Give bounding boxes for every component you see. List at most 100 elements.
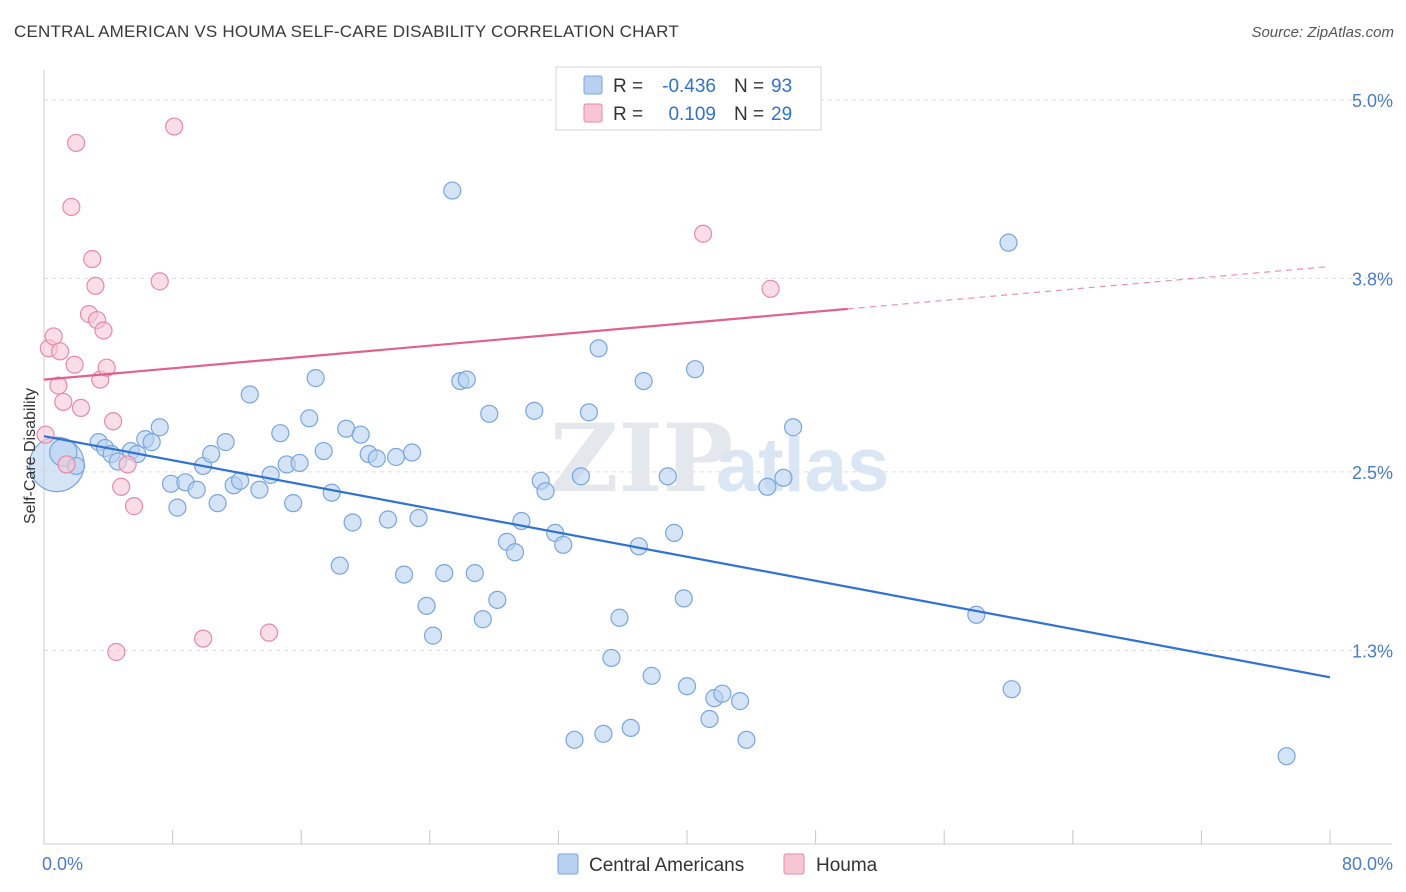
- houma-point: [97, 358, 116, 377]
- central-americans-point: [774, 468, 793, 487]
- houma-point: [49, 376, 68, 395]
- central-americans-point: [240, 385, 259, 404]
- central-americans-trendline: [43, 435, 1331, 679]
- central-americans-point: [330, 556, 349, 575]
- chart-title: CENTRAL AMERICAN VS HOUMA SELF-CARE DISA…: [14, 22, 679, 41]
- central-americans-point: [1277, 747, 1296, 766]
- houma-point: [36, 425, 55, 444]
- houma-point: [71, 398, 91, 417]
- houma-point: [83, 249, 102, 269]
- watermark: ZIP atlas: [550, 404, 889, 514]
- central-americans-point: [284, 494, 303, 513]
- houma-point: [62, 197, 81, 217]
- central-americans-point: [658, 467, 677, 486]
- central-americans-point: [730, 692, 750, 711]
- central-americans-point: [665, 523, 684, 543]
- y-tick-label: 1.3%: [1352, 642, 1393, 662]
- central-americans-point: [465, 563, 484, 583]
- central-americans-point: [579, 403, 599, 422]
- houma-point: [65, 355, 84, 374]
- central-americans-point: [150, 418, 169, 437]
- legend-n-value: 93: [771, 76, 792, 97]
- houma-point: [259, 623, 279, 642]
- central-americans-point: [713, 684, 732, 703]
- axis-layer: 5.0% 3.8% 2.5% 1.3% 0.0% 80.0%: [42, 70, 1393, 874]
- houma-point: [104, 412, 123, 431]
- central-americans-point: [536, 482, 555, 501]
- central-americans-point: [216, 433, 235, 452]
- houma-trendline: [43, 307, 848, 381]
- central-americans-point: [417, 596, 436, 615]
- central-americans-point: [435, 563, 454, 583]
- central-americans-point: [594, 724, 613, 743]
- central-americans-point: [443, 181, 462, 200]
- central-americans-point: [168, 498, 187, 517]
- houma-point: [150, 272, 169, 291]
- x-tick-label: 80.0%: [1342, 854, 1393, 874]
- houma-point: [57, 455, 76, 474]
- y-tick-label: 3.8%: [1352, 269, 1393, 289]
- houma-point: [54, 392, 73, 412]
- central-americans-point: [351, 425, 370, 444]
- houma-point: [107, 642, 126, 662]
- central-americans-point: [394, 565, 414, 584]
- central-americans-point: [386, 447, 406, 467]
- central-americans-point: [634, 371, 653, 391]
- central-americans-point: [306, 369, 325, 388]
- legend-swatch-central-americans: [583, 75, 603, 95]
- watermark-atlas: atlas: [716, 423, 889, 508]
- legend-n-label: N =: [734, 76, 764, 97]
- central-americans-point: [525, 401, 544, 420]
- central-americans-point: [208, 494, 227, 513]
- watermark-zip: ZIP: [550, 404, 733, 514]
- central-americans-point: [271, 424, 290, 443]
- central-americans-point: [378, 510, 398, 529]
- y-axis-label: Self-Care Disability: [22, 388, 39, 524]
- houma-point: [693, 224, 713, 243]
- central-americans-point: [621, 718, 640, 738]
- central-americans-point: [202, 444, 221, 464]
- legend-n-value: 29: [771, 104, 792, 125]
- central-americans-point: [602, 648, 621, 668]
- central-americans-point: [423, 626, 443, 645]
- central-americans-point: [610, 608, 629, 627]
- houma-point: [94, 321, 113, 340]
- central-americans-point: [409, 508, 428, 528]
- central-americans-point: [737, 730, 756, 749]
- central-americans-point: [554, 535, 573, 554]
- bottom-legend-swatch-houma: [783, 853, 805, 875]
- houma-point: [165, 117, 184, 136]
- central-americans-point: [685, 360, 705, 379]
- central-americans-point: [300, 409, 319, 428]
- houma-point: [112, 477, 131, 496]
- houma-point: [67, 133, 86, 153]
- bottom-legend: Central Americans Houma: [557, 853, 878, 876]
- legend-n-label: N =: [734, 104, 764, 125]
- series-layer: [29, 117, 1296, 766]
- central-americans-point: [783, 418, 803, 437]
- y-tick-label: 2.5%: [1352, 463, 1393, 483]
- y-tick-label: 5.0%: [1352, 91, 1393, 111]
- houma-trendline-extension: [847, 265, 1331, 310]
- central-americans-point: [403, 443, 422, 462]
- grid-layer: [44, 99, 1392, 651]
- central-americans-point: [314, 441, 333, 461]
- central-americans-point: [1002, 680, 1021, 699]
- legend-swatch-houma: [583, 103, 603, 123]
- central-americans-point: [565, 730, 584, 749]
- houma-point: [86, 276, 105, 295]
- central-americans-point: [480, 404, 499, 423]
- central-americans-point: [187, 480, 206, 499]
- legend-r-value: -0.436: [662, 76, 716, 97]
- central-americans-point: [473, 610, 492, 629]
- houma-point: [194, 629, 213, 648]
- legend-r-value: 0.109: [668, 104, 716, 125]
- central-americans-point: [642, 666, 661, 685]
- central-americans-point: [758, 477, 777, 496]
- central-americans-point: [290, 453, 309, 473]
- central-americans-point: [250, 480, 269, 499]
- central-americans-point: [343, 513, 362, 532]
- central-americans-point: [142, 433, 161, 452]
- houma-point: [124, 497, 144, 516]
